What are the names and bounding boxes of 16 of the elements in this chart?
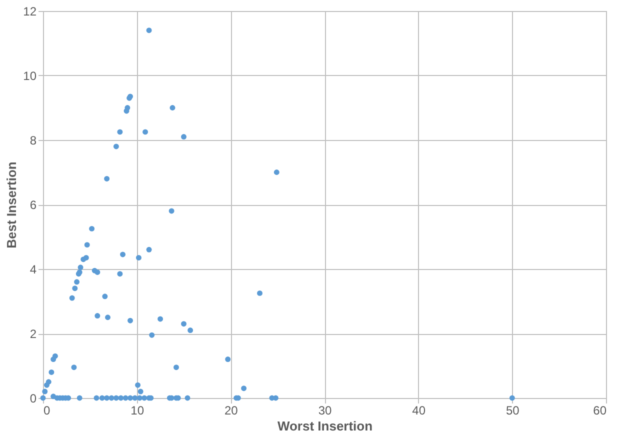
x-tick-label: 20 — [224, 404, 238, 418]
x-tick-label: 50 — [506, 404, 520, 418]
x-tick-label: 0 — [44, 404, 50, 418]
y-tick-label: 2 — [30, 327, 37, 341]
y-tick-label: 10 — [23, 69, 37, 83]
x-tick-label: 40 — [412, 404, 426, 418]
y-tick-label: 6 — [30, 198, 37, 212]
y-tick-label: 8 — [30, 134, 37, 148]
x-tick-label: 60 — [593, 404, 607, 418]
x-axis-title: Worst Insertion — [277, 418, 373, 434]
y-axis-title: Best Insertion — [4, 162, 20, 248]
y-tick-label: 12 — [23, 4, 37, 18]
x-tick-label: 10 — [130, 404, 144, 418]
y-tick-label: 4 — [30, 262, 37, 276]
y-tick-label: 0 — [30, 392, 37, 406]
x-tick-label: 30 — [318, 404, 332, 418]
